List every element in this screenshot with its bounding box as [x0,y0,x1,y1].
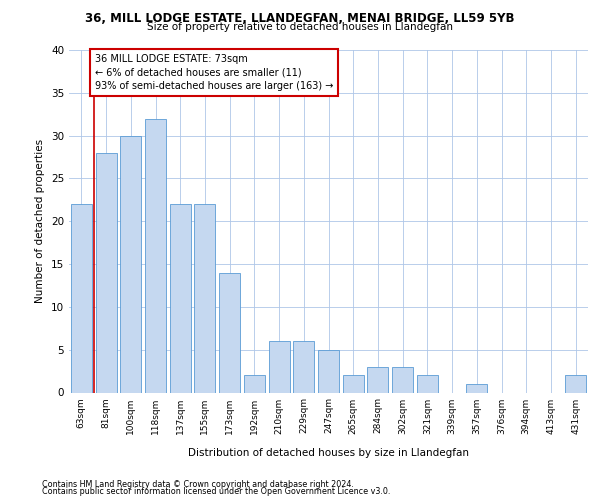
Bar [318,350,339,393]
Text: 36, MILL LODGE ESTATE, LLANDEGFAN, MENAI BRIDGE, LL59 5YB: 36, MILL LODGE ESTATE, LLANDEGFAN, MENAI… [85,12,515,26]
Bar [194,204,215,392]
Bar [71,204,92,392]
Bar [219,272,240,392]
Bar [145,118,166,392]
Bar [293,341,314,392]
Bar [466,384,487,392]
Text: Contains HM Land Registry data © Crown copyright and database right 2024.: Contains HM Land Registry data © Crown c… [42,480,354,489]
Bar [95,153,116,392]
Bar [120,136,141,392]
Bar [417,376,438,392]
Bar [170,204,191,392]
Bar [392,367,413,392]
Text: 36 MILL LODGE ESTATE: 73sqm
← 6% of detached houses are smaller (11)
93% of semi: 36 MILL LODGE ESTATE: 73sqm ← 6% of deta… [95,54,334,90]
Text: Size of property relative to detached houses in Llandegfan: Size of property relative to detached ho… [147,22,453,32]
Bar [244,376,265,392]
Y-axis label: Number of detached properties: Number of detached properties [35,139,46,304]
Bar [367,367,388,392]
Bar [343,376,364,392]
Text: Contains public sector information licensed under the Open Government Licence v3: Contains public sector information licen… [42,487,391,496]
Text: Distribution of detached houses by size in Llandegfan: Distribution of detached houses by size … [188,448,469,458]
Bar [269,341,290,392]
Bar [565,376,586,392]
